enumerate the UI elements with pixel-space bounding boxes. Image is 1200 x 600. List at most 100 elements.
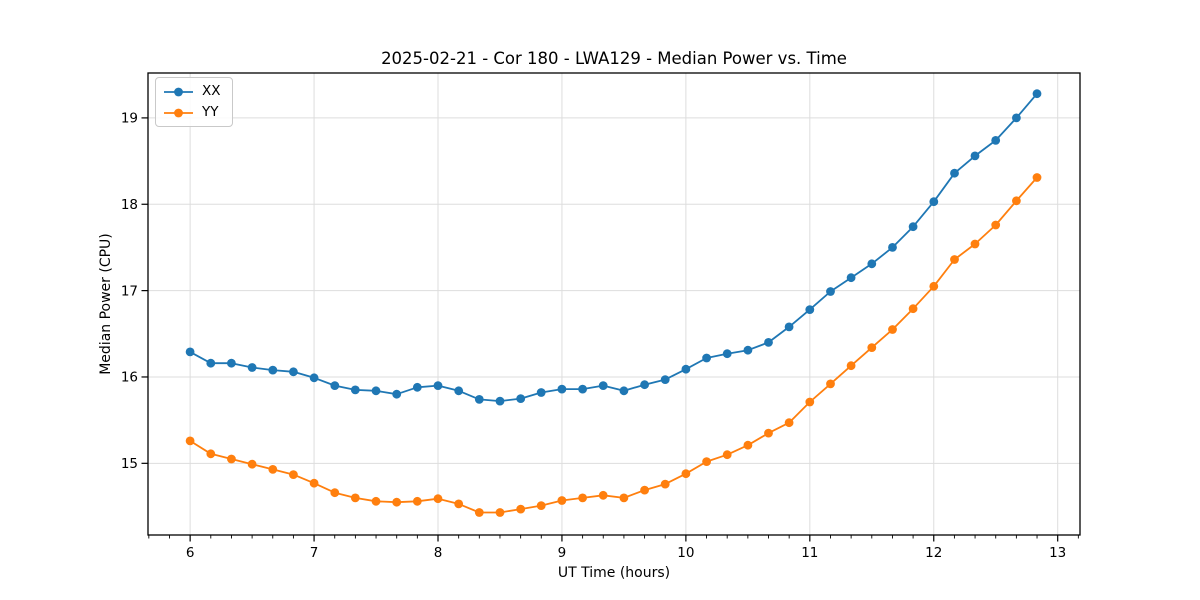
data-point-yy (371, 496, 381, 506)
x-tick-label: 13 (1049, 545, 1066, 561)
data-point-yy (350, 493, 360, 503)
data-point-xx (991, 136, 1001, 145)
data-point-xx (206, 358, 216, 368)
data-point-xx (764, 338, 773, 347)
data-point-yy (412, 496, 422, 506)
y-tick-label: 15 (121, 456, 138, 472)
data-point-yy (722, 450, 732, 460)
data-point-yy (970, 239, 980, 249)
data-point-yy (392, 497, 402, 507)
legend-item-xx: XX (163, 82, 221, 101)
x-axis-label: UT Time (hours) (557, 565, 671, 581)
x-tick-label: 12 (925, 545, 942, 561)
data-point-xx (227, 358, 236, 368)
plot-border (147, 72, 1081, 536)
y-axis-label: Median Power (CPU) (98, 233, 114, 375)
data-point-yy (826, 379, 835, 389)
data-point-xx (681, 364, 691, 374)
chart-title: 2025-02-21 - Cor 180 - LWA129 - Median P… (381, 49, 847, 68)
data-point-xx (702, 353, 711, 363)
data-point-xx (1032, 89, 1042, 99)
y-tick-label: 17 (121, 283, 138, 299)
data-point-xx (1012, 113, 1021, 123)
data-point-yy (619, 493, 629, 503)
data-point-yy (247, 459, 257, 469)
data-point-xx (598, 381, 608, 390)
data-point-yy (867, 343, 877, 352)
legend: XX YY (155, 77, 233, 127)
data-point-xx (247, 363, 257, 372)
data-point-yy (929, 281, 939, 291)
data-point-yy (268, 465, 278, 474)
data-point-xx (722, 349, 732, 359)
data-point-xx (660, 375, 670, 384)
data-point-xx (309, 373, 319, 383)
data-point-yy (1012, 196, 1021, 206)
y-tick-label: 18 (121, 197, 138, 213)
data-point-yy (743, 440, 753, 450)
data-point-xx (867, 259, 877, 269)
data-point-xx (970, 151, 980, 161)
data-point-yy (660, 479, 670, 489)
data-point-xx (908, 222, 918, 232)
data-point-xx (412, 382, 422, 392)
x-tick-label: 11 (801, 545, 818, 561)
data-point-xx (888, 243, 897, 252)
data-point-yy (474, 508, 484, 517)
data-point-yy (598, 490, 608, 500)
data-point-yy (495, 508, 505, 517)
data-point-yy (516, 504, 526, 514)
data-point-yy (227, 454, 236, 464)
data-point-yy (908, 304, 918, 314)
data-point-yy (309, 478, 319, 488)
data-point-yy (681, 469, 691, 479)
data-point-yy (289, 470, 298, 479)
y-tick-label: 16 (121, 370, 138, 386)
data-point-xx (743, 345, 753, 355)
data-point-yy (888, 325, 897, 334)
data-point-xx (578, 384, 587, 394)
data-point-xx (640, 380, 649, 390)
data-point-xx (557, 384, 567, 394)
legend-sample-yy-icon (164, 108, 193, 117)
series-line-xx (189, 92, 1038, 403)
data-point-yy (185, 436, 195, 446)
data-point-yy (206, 449, 216, 459)
data-point-yy (433, 494, 443, 504)
data-point-yy (991, 220, 1001, 230)
data-point-xx (516, 394, 526, 403)
legend-sample-xx-icon (164, 87, 193, 96)
data-point-yy (640, 485, 649, 495)
data-point-yy (330, 488, 340, 498)
data-point-yy (557, 496, 567, 505)
data-point-xx (454, 386, 464, 396)
data-point-xx (185, 347, 195, 357)
data-point-xx (289, 367, 298, 377)
data-point-yy (536, 501, 546, 510)
data-point-xx (371, 386, 381, 396)
legend-label-xx: XX (202, 83, 221, 99)
data-point-xx (350, 385, 360, 395)
data-point-xx (536, 388, 546, 397)
data-point-xx (826, 287, 835, 296)
data-point-xx (474, 395, 484, 404)
data-point-xx (805, 305, 815, 314)
x-tick-label: 9 (558, 545, 567, 561)
data-point-xx (433, 381, 443, 390)
data-point-xx (950, 168, 959, 178)
data-point-yy (578, 493, 587, 503)
data-point-yy (846, 361, 856, 371)
data-point-xx (268, 365, 278, 375)
data-point-xx (392, 389, 402, 399)
data-point-yy (702, 457, 711, 466)
data-point-xx (784, 322, 794, 332)
data-point-yy (950, 255, 959, 264)
x-tick-label: 8 (434, 545, 443, 561)
data-point-xx (846, 273, 856, 283)
legend-label-yy: YY (202, 104, 219, 120)
data-point-yy (784, 418, 794, 428)
data-point-xx (495, 396, 505, 406)
x-tick-label: 7 (310, 545, 319, 561)
